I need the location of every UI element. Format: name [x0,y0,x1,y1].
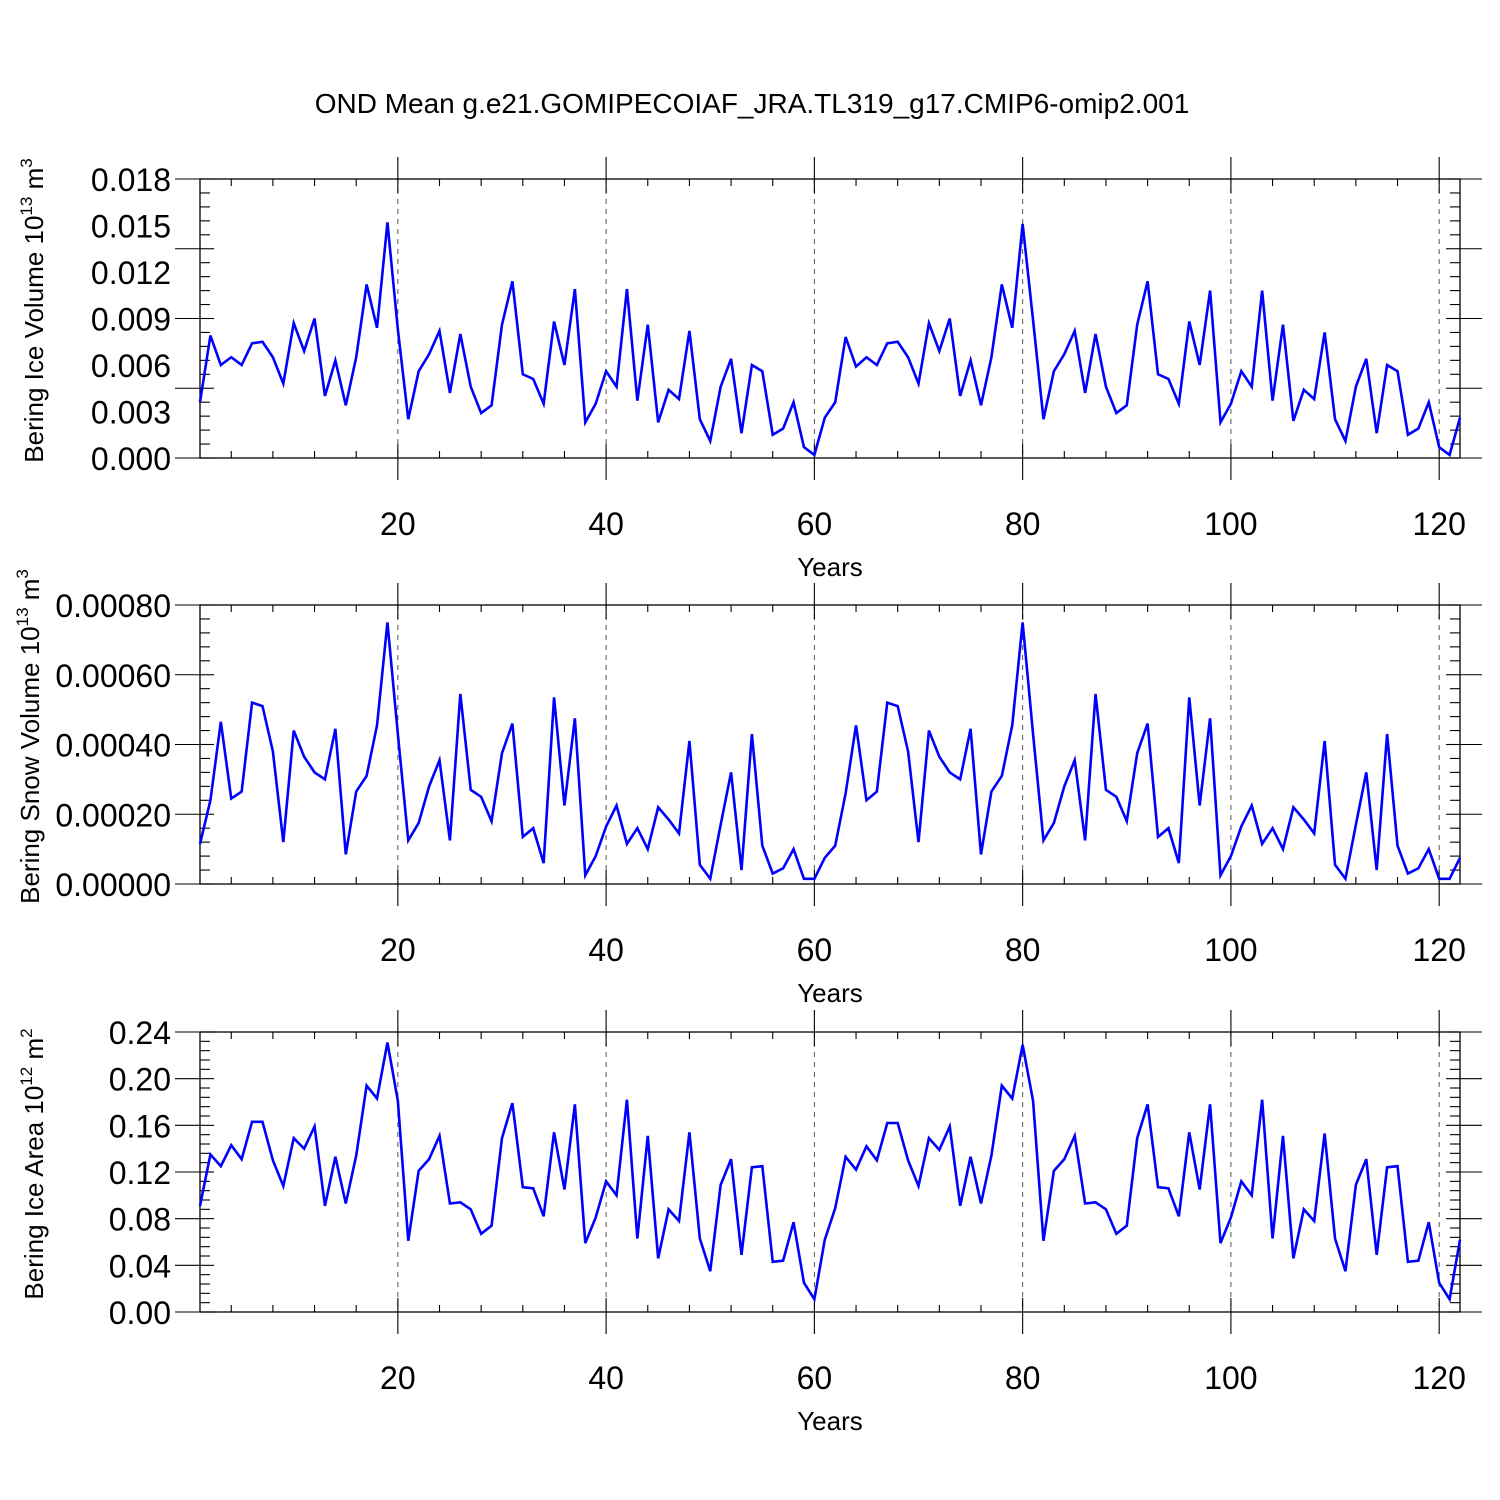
y-tick-label: 0.018 [91,162,171,198]
y-tick-label: 0.00020 [55,797,171,833]
y-tick-label: 0.003 [91,395,171,431]
y-axis-title-unit: m [19,168,49,197]
chart-title: OND Mean g.e21.GOMIPECOIAF_JRA.TL319_g17… [315,88,1190,119]
y-axis-title: Bering Snow Volume 1013 m3 [13,569,45,904]
y-axis-title-unit-exponent: 3 [13,569,32,578]
y-tick-label: 0.00080 [55,588,171,624]
x-tick-label: 40 [588,932,624,968]
y-tick-label: 0.20 [109,1062,171,1098]
x-tick-label: 100 [1204,932,1257,968]
plot-frame [199,1031,1461,1313]
x-tick-label: 80 [1005,506,1041,542]
x-tick-label: 60 [797,932,833,968]
y-axis-title-exponent: 13 [13,607,32,626]
series-line [198,622,1462,882]
y-tick-label: 0.012 [91,255,171,291]
x-tick-label: 40 [588,1360,624,1396]
x-tick-label: 120 [1412,506,1465,542]
y-tick-label: 0.009 [91,302,171,338]
y-tick-label: 0.00 [109,1295,171,1331]
x-tick-label: 120 [1412,1360,1465,1396]
x-tick-label: 120 [1412,932,1465,968]
y-tick-label: 0.16 [109,1108,171,1144]
y-tick-label: 0.006 [91,348,171,384]
series-line [198,1042,1462,1303]
x-tick-label: 60 [797,506,833,542]
y-tick-label: 0.000 [91,441,171,477]
y-axis-title: Bering Ice Volume 1013 m3 [17,158,49,462]
y-axis-title-unit: m [19,1038,49,1067]
y-tick-label: 0.08 [109,1202,171,1238]
y-axis-title-exponent: 13 [17,197,36,216]
y-axis-title-unit-exponent: 2 [17,1028,36,1037]
x-axis-title: Years [797,978,863,1008]
x-tick-label: 100 [1204,506,1257,542]
y-axis-title-text: Bering Ice Area 10 [19,1086,49,1300]
x-tick-label: 20 [380,506,416,542]
y-axis-title-exponent: 12 [17,1067,36,1086]
x-tick-label: 20 [380,932,416,968]
y-tick-label: 0.04 [109,1248,171,1284]
x-axis-title: Years [797,1406,863,1436]
y-tick-label: 0.015 [91,209,171,245]
y-tick-label: 0.24 [109,1015,171,1051]
x-tick-label: 100 [1204,1360,1257,1396]
panel-ice-area: 0.00 0.04 0.08 0.12 0.16 0.20 0.24 20 40 60 80 100 1… [17,1010,1482,1436]
y-tick-label: 0.12 [109,1155,171,1191]
x-tick-label: 20 [380,1360,416,1396]
x-tick-label: 60 [797,1360,833,1396]
x-axis-title: Years [797,552,863,582]
x-tick-label: 80 [1005,932,1041,968]
x-tick-label: 80 [1005,1360,1041,1396]
plot-frame [199,178,1461,459]
panel-snow-volume: 0.00000 0.00020 0.00040 0.00060 0.00080 20 40 6… [13,569,1482,1008]
x-tick-label: 40 [588,506,624,542]
y-axis-title-text: Bering Ice Volume 10 [19,216,49,463]
y-tick-label: 0.00000 [55,867,171,903]
y-tick-label: 0.00060 [55,658,171,694]
y-axis-title: Bering Ice Area 1012 m2 [17,1028,49,1299]
y-axis-title-text: Bering Snow Volume 10 [15,626,45,904]
y-tick-label: 0.00040 [55,728,171,764]
y-axis-title-unit: m [15,579,45,608]
panel-ice-volume: 0.000 0.003 0.006 0.009 0.012 0.015 0.018 20 40 6… [17,157,1482,582]
series-line [198,222,1462,458]
y-axis-title-unit-exponent: 3 [17,158,36,167]
